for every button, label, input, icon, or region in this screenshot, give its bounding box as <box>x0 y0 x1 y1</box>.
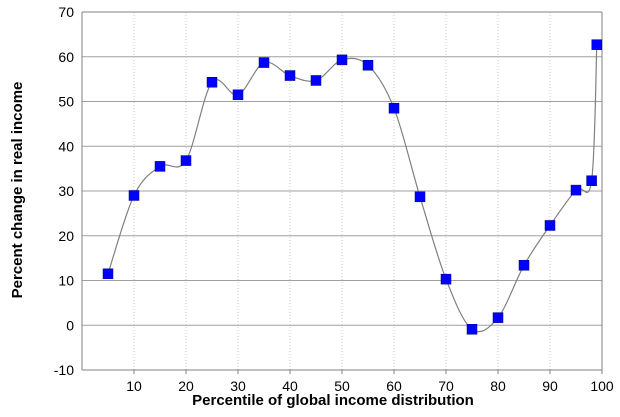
data-point <box>180 155 192 166</box>
data-markers <box>102 39 603 335</box>
data-point <box>206 77 218 88</box>
data-point <box>440 273 452 285</box>
data-point <box>570 184 582 196</box>
y-tick-label: 0 <box>66 317 74 333</box>
y-tick-label: 50 <box>58 94 74 110</box>
x-tick-label: 10 <box>126 378 142 394</box>
x-tick-label: 70 <box>438 378 454 394</box>
data-point <box>336 54 348 66</box>
data-point <box>310 75 322 86</box>
x-tick-label: 30 <box>230 378 246 394</box>
x-tick-label: 90 <box>542 378 558 394</box>
x-tick-label: 80 <box>490 378 506 394</box>
grid <box>82 11 602 371</box>
y-tick-label: 40 <box>58 138 74 154</box>
data-point <box>284 70 296 81</box>
series-line <box>107 44 598 333</box>
y-tick-label: 30 <box>58 183 74 199</box>
y-tick-label: 20 <box>58 228 74 244</box>
y-tick-label: -10 <box>54 362 74 378</box>
y-tick-label: 60 <box>58 49 74 65</box>
data-point <box>362 60 374 71</box>
data-point <box>591 39 603 50</box>
x-tick-label: 100 <box>590 378 614 394</box>
data-point <box>128 190 140 201</box>
data-point <box>544 220 556 231</box>
x-tick-labels: 10 20 30 40 50 60 70 80 90 100 <box>126 378 614 394</box>
data-point <box>102 268 114 280</box>
y-tick-label: 70 <box>58 4 74 20</box>
x-tick-label: 40 <box>282 378 298 394</box>
x-tick-label: 60 <box>386 378 402 394</box>
y-tick-label: 10 <box>58 273 74 289</box>
x-tick-label: 20 <box>178 378 194 394</box>
data-point <box>258 57 270 68</box>
x-tick-label: 50 <box>334 378 350 394</box>
y-axis-title: Percent change in real income <box>9 82 26 299</box>
data-point <box>232 89 244 101</box>
data-point <box>586 175 597 186</box>
data-point <box>154 161 166 172</box>
y-tick-labels: -10 0 10 20 30 40 50 60 70 <box>54 4 74 378</box>
data-point <box>492 312 504 323</box>
data-point <box>388 102 400 114</box>
data-point <box>518 260 530 271</box>
axes <box>81 11 603 374</box>
x-axis-title: Percentile of global income distribution <box>192 392 474 409</box>
data-point <box>466 324 478 335</box>
data-point <box>414 191 426 203</box>
